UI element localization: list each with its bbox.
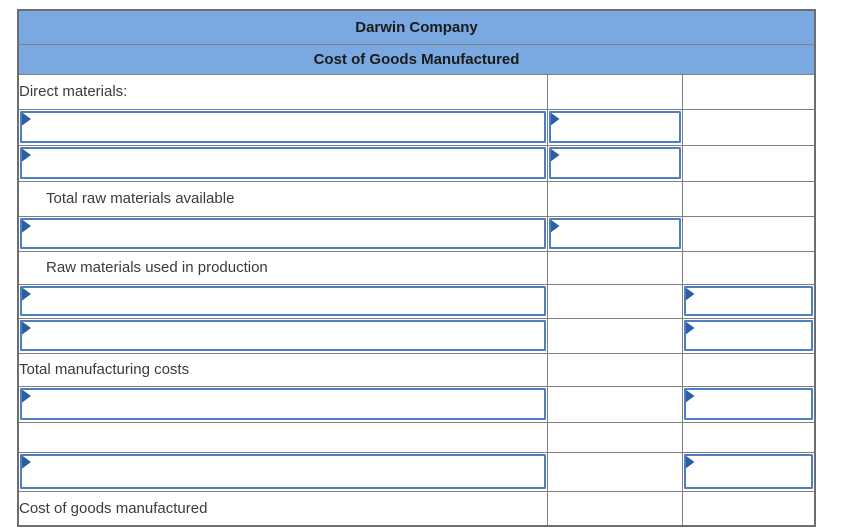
answer-flag-icon (685, 455, 695, 469)
answer-flag-icon (22, 112, 31, 126)
empty-cell (681, 215, 816, 252)
answer-input-dm-item1-description[interactable] (20, 110, 546, 143)
cell-final-adjust-amount (681, 451, 816, 492)
empty-cell (546, 73, 683, 110)
worksheet-area: Darwin Company Cost of Goods Manufacture… (17, 9, 817, 527)
empty-cell (17, 421, 548, 453)
empty-cell (546, 451, 683, 492)
cell-mfg-item1-description (17, 283, 548, 319)
cell-cogm-total-amount (681, 490, 816, 527)
answer-flag-icon (550, 112, 560, 126)
empty-cell (681, 352, 816, 387)
empty-cell (546, 283, 683, 319)
empty-cell (546, 317, 683, 354)
empty-cell (546, 385, 683, 423)
answer-flag-icon (22, 219, 31, 233)
cell-rm-deduction-description (17, 215, 548, 252)
row-label-total-raw-materials-available: Total raw materials available (17, 180, 548, 217)
cell-tmc-adjust-amount (681, 385, 816, 423)
answer-input-mfg-item2-amount[interactable] (683, 319, 814, 351)
answer-flag-icon (22, 455, 31, 469)
row-label-cost-of-goods-manufactured: Cost of goods manufactured (17, 490, 548, 527)
cell-mfg-item2-description (17, 317, 548, 354)
cell-final-adjust-description (17, 451, 548, 492)
cell-mfg-item1-amount (681, 283, 816, 319)
cell-dm-item2-description (17, 144, 548, 182)
answer-flag-icon (685, 389, 695, 403)
answer-input-dm-item2-amount[interactable] (548, 146, 681, 179)
answer-input-dm-item2-description[interactable] (20, 146, 546, 179)
cell-dm-item2-amount (546, 144, 683, 182)
row-label-total-manufacturing-costs: Total manufacturing costs (17, 352, 548, 387)
answer-input-rm-deduction-amount[interactable] (548, 217, 681, 249)
answer-flag-icon (685, 321, 695, 335)
empty-cell (681, 180, 816, 217)
answer-flag-icon (550, 148, 560, 162)
answer-input-final-adjust-amount[interactable] (683, 453, 814, 489)
cell-dm-item1-description (17, 108, 548, 146)
answer-flag-icon (22, 148, 31, 162)
cell-mfg-item2-amount (681, 317, 816, 354)
row-label-raw-materials-used-in-production: Raw materials used in production (17, 250, 548, 285)
answer-input-mfg-item1-amount[interactable] (683, 285, 814, 316)
empty-cell (681, 108, 816, 146)
statement-title: Cost of Goods Manufactured (17, 43, 816, 75)
cell-dm-item1-amount (546, 108, 683, 146)
empty-cell (681, 421, 816, 453)
empty-cell (681, 144, 816, 182)
answer-input-final-adjust-description[interactable] (20, 453, 546, 489)
answer-input-tmc-adjust-description[interactable] (20, 387, 546, 420)
answer-input-dm-item1-amount[interactable] (548, 110, 681, 143)
empty-cell (681, 73, 816, 110)
cell-tmc-adjust-description (17, 385, 548, 423)
answer-flag-icon (550, 219, 560, 233)
row-label-direct-materials: Direct materials: (17, 73, 548, 110)
empty-cell (546, 421, 683, 453)
answer-input-tmc-adjust-amount[interactable] (683, 387, 814, 420)
empty-cell (546, 352, 683, 387)
cost-of-goods-manufactured-table: Darwin Company Cost of Goods Manufacture… (17, 9, 817, 527)
answer-input-rm-deduction-description[interactable] (20, 217, 546, 249)
empty-cell (681, 250, 816, 285)
answer-flag-icon (22, 287, 31, 301)
empty-cell (546, 490, 683, 527)
empty-cell (546, 180, 683, 217)
answer-flag-icon (22, 321, 31, 335)
empty-cell (546, 250, 683, 285)
cell-rm-deduction-amount (546, 215, 683, 252)
answer-flag-icon (22, 389, 31, 403)
answer-flag-icon (685, 287, 695, 301)
company-title: Darwin Company (17, 9, 816, 45)
answer-input-mfg-item2-description[interactable] (20, 319, 546, 351)
answer-input-mfg-item1-description[interactable] (20, 285, 546, 316)
